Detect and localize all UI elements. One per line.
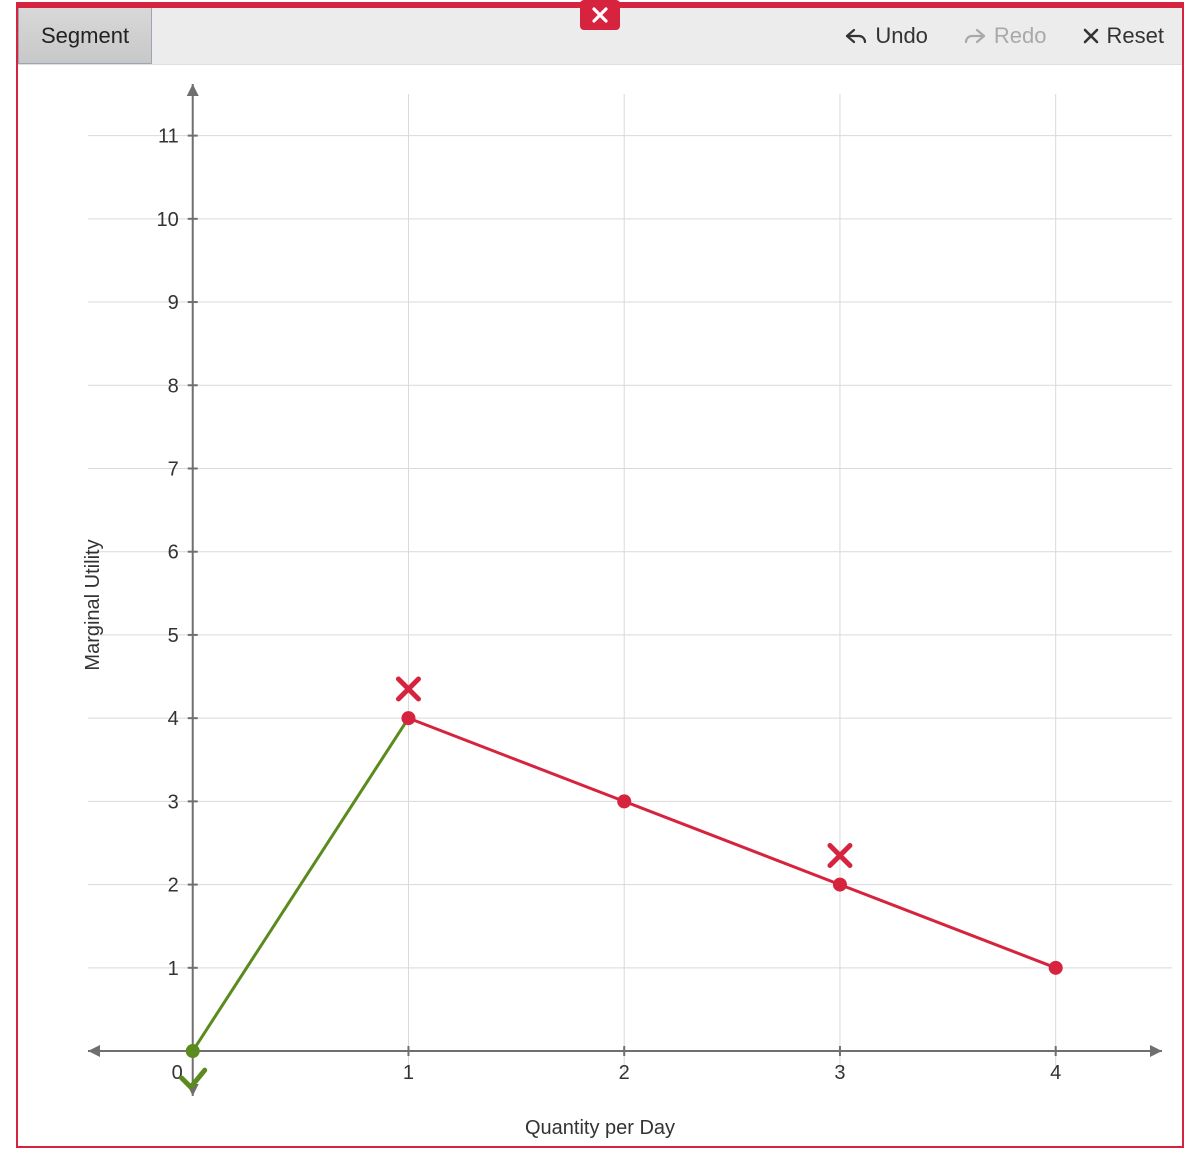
svg-text:11: 11 — [158, 126, 179, 148]
segment-tool-label: Segment — [41, 23, 129, 49]
close-button[interactable] — [580, 0, 620, 30]
svg-text:8: 8 — [168, 375, 179, 397]
redo-label: Redo — [994, 23, 1047, 49]
toolbar-spacer — [152, 8, 827, 64]
svg-text:6: 6 — [168, 542, 179, 564]
svg-text:4: 4 — [1050, 1062, 1061, 1084]
undo-button[interactable]: Undo — [827, 8, 946, 64]
svg-text:1: 1 — [168, 958, 179, 980]
reset-icon — [1083, 28, 1099, 44]
close-icon — [591, 6, 609, 24]
app-root: Segment Undo Redo — [0, 0, 1200, 1164]
svg-text:4: 4 — [168, 708, 179, 730]
undo-icon — [845, 27, 867, 45]
svg-text:5: 5 — [168, 625, 179, 647]
x-axis-label: Quantity per Day — [525, 1117, 675, 1140]
chart-area[interactable]: Marginal Utility Quantity per Day 1 2 3 4 1 2… — [18, 64, 1182, 1146]
y-axis-label: Marginal Utility — [82, 539, 105, 670]
svg-text:1: 1 — [403, 1062, 414, 1084]
svg-text:7: 7 — [168, 458, 179, 480]
reset-label: Reset — [1107, 23, 1164, 49]
redo-icon — [964, 27, 986, 45]
svg-text:3: 3 — [834, 1062, 845, 1084]
svg-text:10: 10 — [156, 209, 178, 231]
redo-button: Redo — [946, 8, 1065, 64]
undo-label: Undo — [875, 23, 928, 49]
svg-text:3: 3 — [168, 791, 179, 813]
svg-text:2: 2 — [168, 875, 179, 897]
chart-panel: Segment Undo Redo — [16, 8, 1184, 1148]
svg-text:2: 2 — [619, 1062, 630, 1084]
svg-text:9: 9 — [168, 292, 179, 314]
chart-svg[interactable]: 123412345678910110 — [18, 64, 1182, 1146]
segment-tool-button[interactable]: Segment — [18, 8, 152, 64]
reset-button[interactable]: Reset — [1065, 8, 1182, 64]
